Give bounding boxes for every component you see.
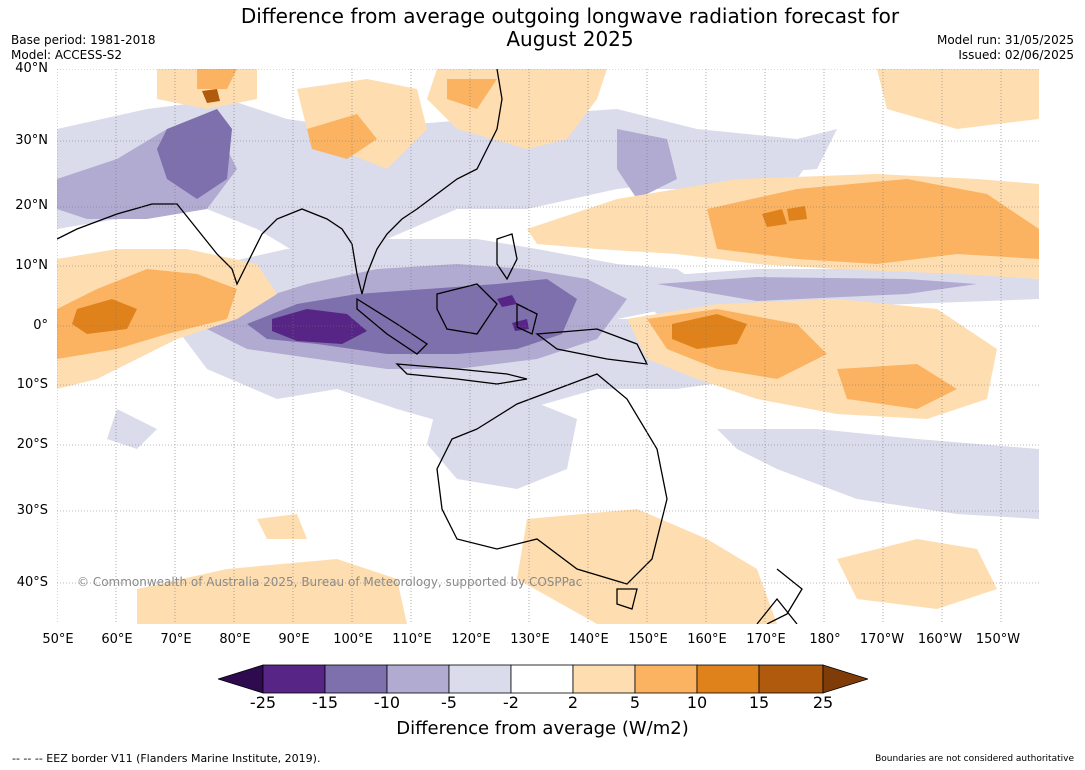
colorbar-swatch [696, 664, 760, 694]
lon-label: 180° [809, 632, 841, 647]
map-svg [57, 69, 1039, 624]
coastlines [57, 69, 803, 624]
colorbar-tick: 10 [686, 693, 708, 712]
colorbar-tick: 2 [567, 693, 579, 712]
eez-source-note: -- -- -- EEZ border V11 (Flanders Marine… [12, 752, 321, 765]
lon-label: 160°W [917, 632, 963, 647]
lon-label: 90°E [278, 632, 310, 647]
model-run: Model run: 31/05/2025 [936, 33, 1074, 47]
lon-label: 160°E [687, 632, 727, 647]
colorbar-tick: 15 [748, 693, 770, 712]
lon-label: 150°W [975, 632, 1021, 647]
meta-right: Model run: 31/05/2025 Issued: 02/06/2025 [937, 33, 1074, 63]
lon-label: 140°E [569, 632, 609, 647]
colorbar-tick: -5 [441, 693, 457, 712]
colorbar-swatch [634, 664, 698, 694]
lat-label: 0° [33, 318, 48, 333]
lon-label: 50°E [42, 632, 74, 647]
colorbar-tick: -10 [373, 693, 401, 712]
colorbar-swatch [510, 664, 574, 694]
lat-label: 20°N [15, 198, 48, 213]
lon-label: 100°E [333, 632, 373, 647]
anomaly-pos-extreme [202, 89, 220, 103]
colorbar-tick: -25 [249, 693, 277, 712]
lat-label: 10°S [16, 377, 48, 392]
lon-label: 130°E [510, 632, 550, 647]
lat-label: 10°N [15, 258, 48, 273]
meta-left: Base period: 1981-2018 Model: ACCESS-S2 [11, 33, 156, 63]
lat-label: 30°S [16, 503, 48, 518]
issued-date: Issued: 02/06/2025 [958, 48, 1074, 62]
map-title-line2: August 2025 [506, 27, 634, 51]
lat-label: 40°S [16, 575, 48, 590]
lon-label: 150°E [628, 632, 668, 647]
colorbar-title: Difference from average (W/m2) [396, 718, 689, 739]
colorbar-tick: -2 [503, 693, 519, 712]
lat-label: 20°S [16, 437, 48, 452]
map-title-line1: Difference from average outgoing longwav… [240, 4, 900, 28]
colorbar-swatch [572, 664, 636, 694]
boundaries-disclaimer: Boundaries are not considered authoritat… [875, 754, 1074, 764]
colorbar-swatch [448, 664, 512, 694]
lon-label: 120°E [451, 632, 491, 647]
colorbar-tick: -15 [311, 693, 339, 712]
lon-label: 80°E [219, 632, 251, 647]
lon-label: 170°W [859, 632, 905, 647]
lon-label: 110°E [392, 632, 432, 647]
colorbar-extend-high [822, 664, 868, 694]
map-area[interactable] [57, 69, 1039, 624]
colorbar-tick: 25 [812, 693, 834, 712]
lon-label: 70°E [160, 632, 192, 647]
copyright-notice: © Commonwealth of Australia 2025, Bureau… [77, 575, 583, 589]
colorbar-extend-low [218, 664, 264, 694]
colorbar-swatch [386, 664, 450, 694]
graticule [57, 69, 1039, 624]
base-period: Base period: 1981-2018 [11, 33, 156, 47]
lat-label: 30°N [15, 133, 48, 148]
colorbar-swatch [262, 664, 326, 694]
anomaly-pos-strong [72, 206, 807, 349]
colorbar-swatch [324, 664, 388, 694]
map-title: Difference from average outgoing longwav… [180, 5, 960, 51]
colorbar-tick: 5 [629, 693, 641, 712]
colorbar [218, 664, 868, 694]
lon-label: 170°E [746, 632, 786, 647]
colorbar-swatch [758, 664, 824, 694]
anomaly-neg-extreme [272, 295, 529, 344]
lon-label: 60°E [101, 632, 133, 647]
lat-label: 40°N [15, 61, 48, 76]
model-name: Model: ACCESS-S2 [11, 48, 123, 62]
